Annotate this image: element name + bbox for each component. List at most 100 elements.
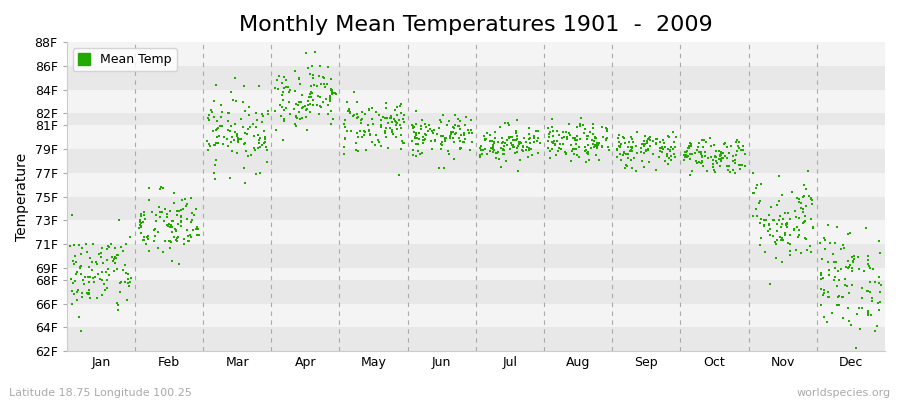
Point [589, 134, 603, 141]
Point [543, 154, 557, 161]
Point [842, 290, 856, 296]
Point [803, 243, 817, 250]
Point [361, 106, 375, 112]
Point [708, 154, 723, 161]
Point [100, 277, 114, 284]
Point [324, 86, 338, 92]
Point [690, 147, 705, 153]
Point [241, 112, 256, 118]
Point [700, 168, 715, 174]
Point [301, 127, 315, 133]
Point [695, 154, 709, 160]
Point [364, 116, 379, 122]
Point [684, 151, 698, 157]
Point [180, 200, 194, 207]
Point [96, 281, 111, 288]
Point [621, 144, 635, 150]
Point [207, 170, 221, 176]
Point [395, 138, 410, 145]
Point [392, 117, 407, 124]
Point [137, 209, 151, 215]
Point [477, 133, 491, 140]
Point [350, 115, 365, 121]
Point [640, 136, 654, 142]
Point [374, 124, 388, 130]
Point [344, 128, 358, 134]
Point [206, 128, 220, 134]
Point [236, 99, 250, 106]
Point [382, 114, 397, 121]
Point [789, 214, 804, 220]
Point [438, 138, 453, 144]
Point [763, 204, 778, 210]
Point [544, 145, 559, 152]
Point [81, 274, 95, 281]
Point [714, 157, 728, 164]
Point [207, 98, 221, 104]
Point [152, 204, 166, 210]
Point [409, 141, 423, 147]
Point [292, 75, 307, 81]
Point [177, 196, 192, 202]
Point [498, 120, 512, 126]
Point [82, 287, 96, 293]
Point [821, 289, 835, 295]
Point [851, 305, 866, 312]
Point [582, 128, 597, 135]
Point [257, 128, 272, 134]
Point [587, 138, 601, 145]
Point [660, 151, 674, 158]
Point [842, 261, 857, 268]
Point [493, 124, 508, 130]
Point [378, 124, 392, 131]
Point [772, 172, 787, 179]
Point [617, 148, 632, 155]
Point [72, 242, 86, 248]
Point [160, 214, 175, 221]
Point [64, 276, 78, 282]
Point [268, 127, 283, 134]
Point [695, 153, 709, 160]
Point [253, 144, 267, 150]
Point [612, 142, 626, 149]
Point [248, 147, 262, 154]
Point [860, 261, 875, 267]
Point [300, 105, 314, 112]
Point [761, 221, 776, 228]
Point [238, 164, 252, 171]
Point [553, 141, 567, 147]
Point [714, 151, 728, 158]
Point [327, 89, 341, 96]
Point [164, 239, 178, 246]
Point [384, 119, 399, 126]
Point [836, 294, 850, 300]
Point [550, 128, 564, 134]
Point [308, 48, 322, 55]
Point [497, 146, 511, 153]
Point [600, 144, 615, 150]
Point [111, 302, 125, 308]
Point [634, 145, 648, 151]
Point [150, 245, 165, 252]
Point [504, 133, 518, 140]
Point [634, 141, 649, 148]
Point [753, 181, 768, 188]
Point [543, 128, 557, 135]
Point [433, 117, 447, 124]
Point [279, 77, 293, 84]
Point [464, 139, 479, 146]
Point [301, 102, 315, 108]
Point [175, 218, 189, 224]
Point [831, 294, 845, 300]
Point [157, 249, 171, 255]
Point [685, 150, 699, 157]
Point [612, 143, 626, 150]
Point [506, 142, 520, 148]
Point [290, 115, 304, 121]
Point [509, 149, 524, 155]
Point [234, 136, 248, 142]
Point [814, 276, 829, 282]
Point [643, 134, 657, 140]
Point [387, 116, 401, 122]
Point [543, 148, 557, 154]
